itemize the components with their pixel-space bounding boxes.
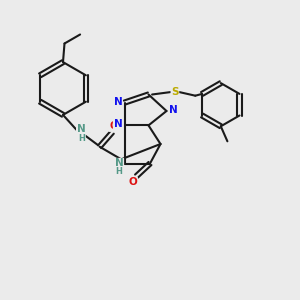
Text: O: O bbox=[109, 121, 118, 131]
Text: H: H bbox=[79, 134, 85, 143]
Text: N: N bbox=[113, 119, 122, 130]
Text: N: N bbox=[169, 105, 178, 115]
Text: N: N bbox=[76, 124, 85, 134]
Text: O: O bbox=[128, 177, 137, 187]
Text: H: H bbox=[116, 167, 122, 176]
Text: N: N bbox=[115, 158, 124, 169]
Text: S: S bbox=[171, 87, 179, 97]
Text: N: N bbox=[113, 97, 122, 107]
